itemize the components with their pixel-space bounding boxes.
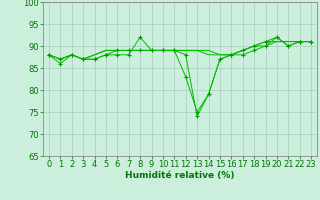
X-axis label: Humidité relative (%): Humidité relative (%) bbox=[125, 171, 235, 180]
